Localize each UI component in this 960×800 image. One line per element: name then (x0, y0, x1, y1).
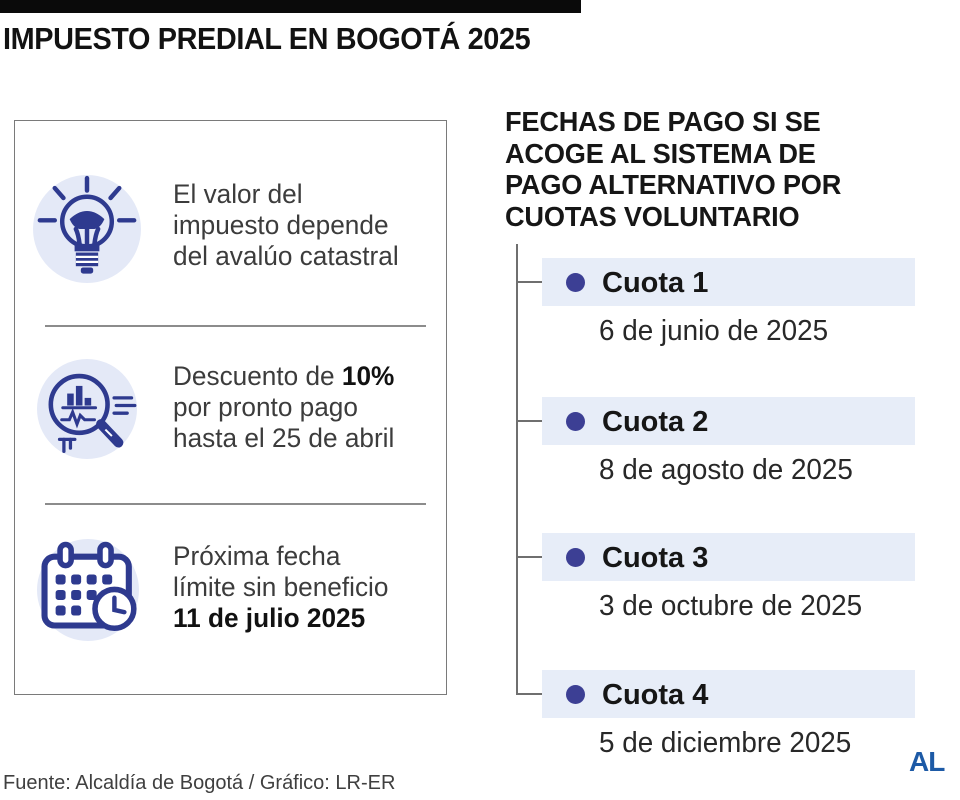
cuota-1-date: 6 de junio de 2025 (599, 315, 829, 347)
cuota-1-label: Cuota 1 (602, 267, 709, 299)
bullet-dot-icon (566, 273, 585, 292)
feature-fecha-date: 11 de julio 2025 (173, 603, 366, 633)
cuota-4-date: 5 de diciembre 2025 (599, 727, 852, 759)
tree-branch-1 (516, 281, 543, 283)
feature-fecha-line1: Próxima fecha (173, 541, 341, 571)
feature-avaluo-line3: del avalúo catastral (173, 241, 399, 271)
bullet-dot-icon (566, 412, 585, 431)
cuota-row-4: Cuota 4 5 de diciembre 2025 (542, 670, 942, 780)
bullet-dot-icon (566, 548, 585, 567)
cuota-2-label: Cuota 2 (602, 406, 709, 438)
feature-avaluo-line2: impuesto depende (173, 210, 389, 240)
feature-avaluo-text: El valor del impuesto depende del avalúo… (173, 179, 399, 272)
feature-avaluo-line1: El valor del (173, 179, 303, 209)
bullet-dot-icon (566, 685, 585, 704)
panel-divider-2 (45, 503, 426, 505)
cuota-1-bar (542, 258, 915, 306)
cuota-2-bar (542, 397, 915, 445)
calendar-clock-icon (41, 541, 137, 632)
magnifier-chart-icon (48, 373, 137, 453)
feature-descuento-line1-prefix: Descuento de (173, 361, 342, 391)
cuota-row-2: Cuota 2 8 de agosto de 2025 (542, 397, 942, 507)
cuota-3-bar (542, 533, 915, 581)
cuota-row-1: Cuota 1 6 de junio de 2025 (542, 258, 942, 368)
source-credit: Fuente: Alcaldía de Bogotá / Gráfico: LR… (3, 772, 396, 794)
cuota-row-3: Cuota 3 3 de octubre de 2025 (542, 533, 942, 643)
tree-branch-4 (516, 693, 543, 695)
top-accent-bar (0, 0, 581, 13)
lightbulb-icon (37, 175, 137, 274)
page-title: IMPUESTO PREDIAL EN BOGOTÁ 2025 (3, 21, 531, 56)
cuota-4-label: Cuota 4 (602, 679, 709, 711)
feature-descuento-line1: Descuento de 10% (173, 361, 394, 392)
feature-descuento-percent: 10% (341, 361, 395, 391)
panel-divider-1 (45, 325, 426, 327)
schedule-heading: FECHAS DE PAGO SI SE ACOGE AL SISTEMA DE… (505, 106, 842, 232)
feature-fecha-line2: límite sin beneficio (173, 572, 389, 602)
feature-descuento-line2: por pronto pago (173, 392, 358, 422)
feature-descuento-line3: hasta el 25 de abril (173, 423, 395, 453)
cuota-2-date: 8 de agosto de 2025 (599, 454, 853, 486)
cuota-3-date: 3 de octubre de 2025 (599, 590, 863, 622)
cuota-4-bar (542, 670, 915, 718)
cuota-3-label: Cuota 3 (602, 542, 709, 574)
feature-fecha-limite-text: Próxima fecha límite sin beneficio 11 de… (173, 541, 388, 634)
schedule-tree-line (516, 244, 518, 695)
la-republica-logo: AL (909, 746, 945, 777)
tree-branch-3 (516, 556, 543, 558)
tree-branch-2 (516, 420, 543, 422)
feature-descuento-text: Descuento de 10% por pronto pago hasta e… (173, 361, 394, 454)
facts-panel: El valor del impuesto depende del avalúo… (14, 120, 447, 695)
